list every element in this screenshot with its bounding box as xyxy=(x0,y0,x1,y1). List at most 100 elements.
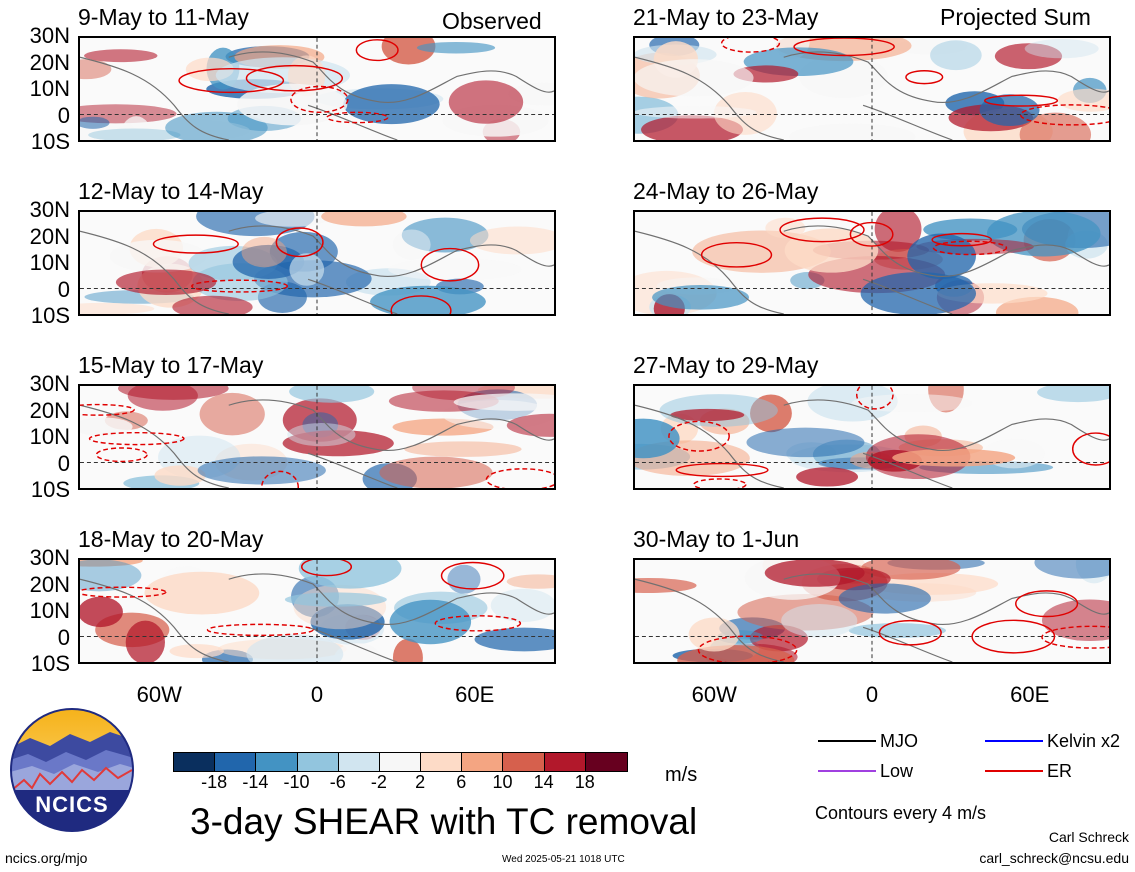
colorbar-swatch xyxy=(174,753,216,771)
latitude-label: 10S xyxy=(30,129,70,154)
shear-anomaly-blob xyxy=(80,560,143,567)
er-contour xyxy=(1041,625,1109,649)
er-contour xyxy=(668,420,730,452)
latitude-label: 30N xyxy=(29,23,70,48)
latitude-label: 0 xyxy=(57,624,70,650)
legend-label: Kelvin x2 xyxy=(1047,731,1121,751)
shear-anomaly-blob xyxy=(453,393,554,411)
shear-anomaly-blob xyxy=(255,212,329,227)
shear-anomaly-blob xyxy=(848,623,946,638)
latitude-label: 10S xyxy=(30,651,70,676)
shear-anomaly-blob xyxy=(333,643,382,662)
latitude-label: 0 xyxy=(57,102,70,128)
shear-anomaly-blob xyxy=(241,236,287,268)
shear-anomaly-blob xyxy=(469,226,554,255)
shear-anomaly-blob xyxy=(784,228,879,273)
shear-anomaly-blob xyxy=(796,467,859,487)
shear-map-svg xyxy=(80,38,554,140)
colorbar-tick-label: -14 xyxy=(242,772,269,792)
colorbar-unit: m/s xyxy=(665,764,698,786)
shear-anomaly-blob xyxy=(88,128,181,140)
shear-anomaly-blob xyxy=(169,644,224,659)
legend-label: MJO xyxy=(880,731,918,751)
shear-anomaly-blob xyxy=(199,392,265,436)
er-contour xyxy=(178,67,285,94)
shear-anomaly-blob xyxy=(310,604,385,640)
shear-anomaly-blob xyxy=(392,229,431,260)
shear-anomaly-blob xyxy=(474,627,554,652)
colorbar-tick-label: -6 xyxy=(329,772,346,792)
latitude-label: 30N xyxy=(29,197,70,222)
er-contour xyxy=(152,234,239,254)
shear-map-panel xyxy=(78,36,556,142)
legend-line xyxy=(985,740,1043,742)
latitude-label: 20N xyxy=(29,571,70,597)
colorbar-tick-label: 18 xyxy=(574,772,595,792)
legend-line xyxy=(818,770,876,772)
shear-anomaly-blob xyxy=(670,408,745,422)
footer-url[interactable]: ncics.org/mjo xyxy=(5,850,88,866)
legend-label: ER xyxy=(1047,761,1073,781)
colorbar-swatch xyxy=(379,753,422,771)
longitude-label: 60W xyxy=(136,682,182,707)
panel-title: 27-May to 29-May xyxy=(633,352,819,378)
er-contour xyxy=(793,38,895,57)
shear-anomaly-blob xyxy=(289,386,375,403)
shear-anomaly-blob xyxy=(892,448,1016,467)
colorbar-swatch xyxy=(297,753,339,771)
shear-anomaly-blob xyxy=(125,620,165,662)
shear-map-panel xyxy=(633,384,1111,490)
er-contour xyxy=(290,85,349,114)
shear-anomaly-blob xyxy=(652,285,750,310)
latitude-label: 20N xyxy=(29,397,70,423)
shear-anomaly-blob xyxy=(246,634,344,662)
er-contour xyxy=(95,447,148,463)
panel-title: 15-May to 17-May xyxy=(78,352,264,378)
projected-label: Projected Sum xyxy=(940,4,1091,30)
longitude-label: 0 xyxy=(310,682,324,707)
shear-map-svg xyxy=(80,386,554,488)
shear-anomaly-blob xyxy=(165,111,268,140)
shear-anomaly-blob xyxy=(321,212,407,227)
er-contour xyxy=(245,64,344,92)
er-contour xyxy=(261,470,299,488)
shear-map-panel xyxy=(78,210,556,316)
panel-title: 12-May to 14-May xyxy=(78,178,264,204)
shear-map-panel xyxy=(78,384,556,490)
colorbar-swatch xyxy=(462,753,504,771)
longitude-label: 0 xyxy=(865,682,879,707)
er-contour xyxy=(88,431,185,446)
latitude-label: 30N xyxy=(29,371,70,396)
shear-anomaly-blob xyxy=(119,116,153,140)
colorbar-tick-label: -10 xyxy=(283,772,310,792)
footer-author: Carl Schreck xyxy=(1048,829,1129,845)
shear-map-svg xyxy=(635,38,1109,140)
shear-anomaly-blob xyxy=(379,456,493,488)
er-contour xyxy=(931,232,993,247)
shear-anomaly-blob xyxy=(144,571,260,615)
latitude-label: 10N xyxy=(29,76,70,101)
colorbar-tick-label: 2 xyxy=(415,772,426,792)
shear-anomaly-blob xyxy=(1041,599,1109,642)
shear-anomaly-blob xyxy=(287,422,356,447)
er-contour xyxy=(905,69,944,85)
shear-anomaly-blob xyxy=(172,295,253,314)
er-contour xyxy=(700,241,773,268)
er-contour xyxy=(984,94,1059,107)
longitude-label: 60W xyxy=(691,682,737,707)
colorbar-swatch xyxy=(256,753,298,771)
shear-map-panel xyxy=(633,210,1111,316)
er-contour xyxy=(434,615,522,632)
shear-map-svg xyxy=(635,560,1109,662)
er-contour xyxy=(697,635,798,662)
shear-map-svg xyxy=(80,212,554,314)
shear-anomaly-blob xyxy=(109,239,207,273)
latitude-label: 20N xyxy=(29,49,70,75)
latitude-label: 10N xyxy=(29,250,70,275)
er-contour xyxy=(390,295,452,314)
er-contour xyxy=(720,38,781,53)
shear-anomaly-blob xyxy=(1034,560,1109,579)
shear-anomaly-blob xyxy=(388,258,522,281)
er-contour xyxy=(485,468,554,488)
footer-email[interactable]: carl_schreck@ncsu.edu xyxy=(979,850,1129,866)
